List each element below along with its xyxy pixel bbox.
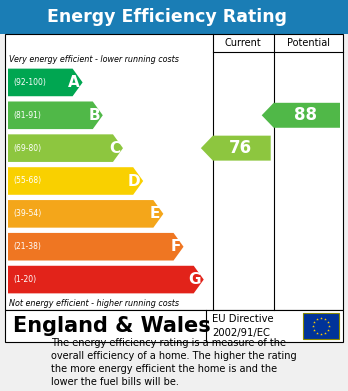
Text: Not energy efficient - higher running costs: Not energy efficient - higher running co…: [9, 298, 179, 307]
Text: EU Directive
2002/91/EC: EU Directive 2002/91/EC: [212, 314, 274, 337]
Bar: [5, 310, 343, 342]
Text: (55-68): (55-68): [13, 176, 41, 185]
Text: (92-100): (92-100): [13, 78, 46, 87]
Polygon shape: [8, 233, 183, 260]
Text: B: B: [88, 108, 100, 123]
Text: Current: Current: [225, 38, 262, 48]
Text: E: E: [150, 206, 160, 221]
Text: (69-80): (69-80): [13, 143, 41, 152]
Polygon shape: [8, 266, 204, 293]
Text: Very energy efficient - lower running costs: Very energy efficient - lower running co…: [9, 54, 179, 63]
Text: F: F: [170, 239, 181, 254]
Text: C: C: [109, 141, 120, 156]
Bar: [303, 313, 339, 339]
Polygon shape: [8, 102, 103, 129]
Text: The energy efficiency rating is a measure of the
overall efficiency of a home. T: The energy efficiency rating is a measur…: [51, 338, 297, 387]
Text: Energy Efficiency Rating: Energy Efficiency Rating: [47, 8, 287, 26]
Polygon shape: [8, 135, 123, 162]
Text: G: G: [188, 272, 201, 287]
Bar: [0, 0, 348, 34]
Text: D: D: [127, 174, 140, 188]
Text: (21-38): (21-38): [13, 242, 41, 251]
Polygon shape: [8, 69, 82, 96]
Polygon shape: [8, 200, 163, 228]
Text: (39-54): (39-54): [13, 209, 41, 218]
Polygon shape: [262, 103, 340, 128]
Text: (81-91): (81-91): [13, 111, 41, 120]
Text: England & Wales: England & Wales: [13, 316, 211, 336]
Text: 76: 76: [229, 139, 252, 157]
Text: Potential: Potential: [287, 38, 330, 48]
Text: 88: 88: [294, 106, 317, 124]
Polygon shape: [201, 136, 271, 161]
Text: (1-20): (1-20): [13, 275, 36, 284]
Text: A: A: [68, 75, 80, 90]
Bar: [5, 34, 343, 310]
Polygon shape: [8, 167, 143, 195]
